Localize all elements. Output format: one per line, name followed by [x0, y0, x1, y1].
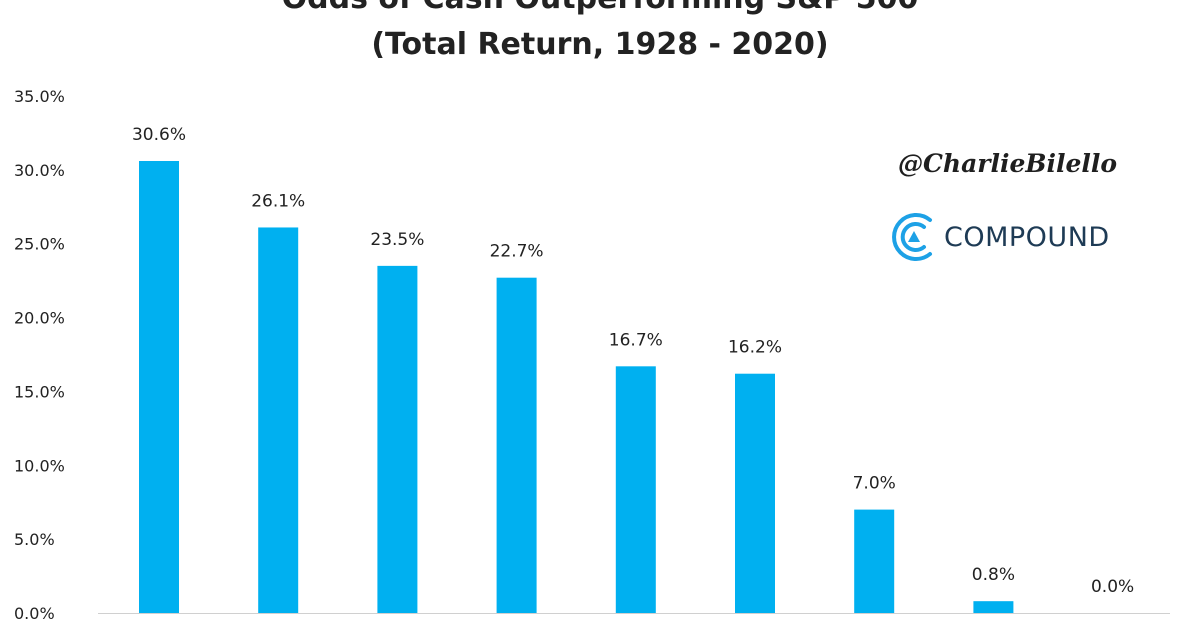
y-tick-label: 0.0% [14, 604, 55, 623]
y-tick-label: 20.0% [14, 309, 65, 328]
data-label: 0.0% [1091, 577, 1134, 597]
bar [973, 601, 1014, 613]
bar [139, 160, 179, 613]
y-tick-label: 10.0% [14, 456, 65, 475]
author-handle: @CharlieBilello [898, 149, 1118, 178]
compound-logo-icon [892, 213, 932, 261]
data-label: 16.7% [609, 330, 663, 350]
y-tick-label: 25.0% [14, 235, 65, 254]
data-label: 23.5% [370, 230, 424, 250]
y-tick-label: 5.0% [14, 530, 55, 549]
bar [615, 366, 656, 613]
data-label: 22.7% [490, 242, 544, 262]
chart-subtitle: (Total Return, 1928 - 2020) [371, 27, 829, 62]
chart-title: Odds of Cash Outperforming S&P 500 [0, 0, 1200, 16]
bar [496, 277, 537, 613]
y-tick-label: 15.0% [14, 382, 65, 401]
y-tick-label: 35.0% [14, 87, 65, 106]
compound-brand: COMPOUND [888, 210, 1110, 264]
bar [377, 265, 418, 613]
y-axis: 0.0% 5.0% 10.0% 15.0% 20.0% 25.0% 30.0% 35.0% [14, 87, 65, 623]
data-label: 30.6% [132, 125, 186, 145]
bar [735, 373, 775, 613]
bar [854, 509, 895, 613]
bars [139, 160, 1014, 614]
data-labels: 30.6% 26.1% 23.5% 22.7% 16.7% 16.2% 7.0% 0.8% 0.… [132, 125, 1134, 597]
data-label: 16.2% [728, 338, 782, 358]
bar [258, 227, 299, 614]
data-label: 26.1% [251, 191, 305, 211]
company-name: COMPOUND [944, 221, 1110, 253]
data-label: 0.8% [972, 565, 1015, 585]
data-label: 7.0% [853, 474, 896, 494]
y-tick-label: 30.0% [14, 161, 65, 180]
